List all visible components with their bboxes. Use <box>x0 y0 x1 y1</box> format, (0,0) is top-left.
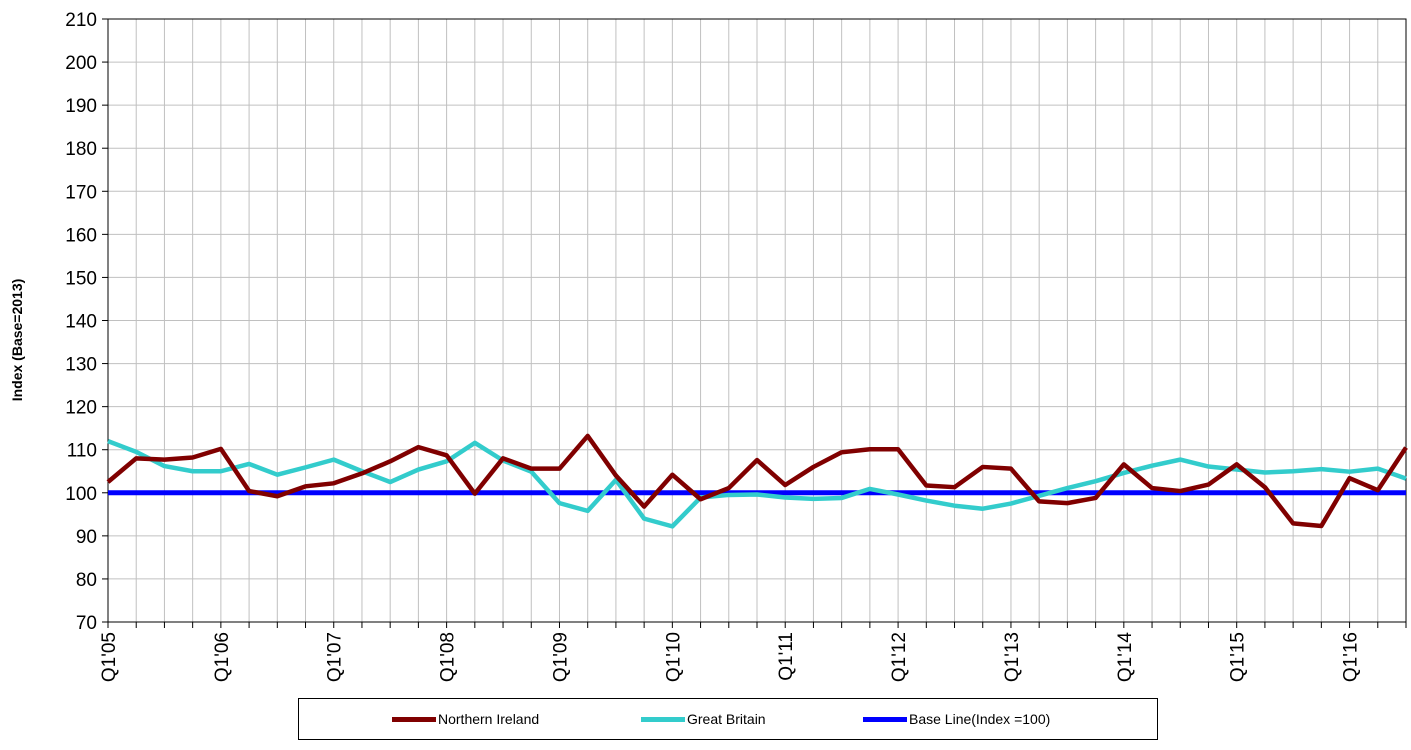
x-tick-label: Q1'16 <box>1341 632 1362 682</box>
legend-item-northern-ireland: Northern Ireland <box>392 699 539 739</box>
x-tick-label: Q1'13 <box>1002 632 1023 682</box>
y-tick-label: 160 <box>65 225 97 246</box>
legend-swatch-northern-ireland <box>392 716 436 722</box>
y-axis-title: Index (Base=2013) <box>9 279 25 402</box>
grid-lines <box>108 18 1407 623</box>
y-tick-label: 110 <box>67 441 97 462</box>
x-tick-label: Q1'12 <box>889 632 910 682</box>
x-tick-label: Q1'06 <box>212 632 233 682</box>
series-line-great-britain <box>107 438 1407 529</box>
legend: Northern Ireland Great Britain Base Line… <box>298 698 1158 740</box>
y-tick-label: 170 <box>65 182 97 203</box>
series-line-northern-ireland <box>106 433 1408 529</box>
legend-item-base-line: Base Line(Index =100) <box>863 699 1050 739</box>
legend-swatch-great-britain <box>641 716 685 722</box>
y-tick-label: 130 <box>65 355 97 376</box>
y-tick-label: 150 <box>65 268 97 289</box>
axes <box>102 18 1407 628</box>
x-tick-label: Q1'11 <box>776 632 797 681</box>
y-tick-label: 180 <box>65 139 97 160</box>
legend-label-northern-ireland: Northern Ireland <box>438 711 540 727</box>
x-tick-label: Q1'08 <box>438 632 459 682</box>
x-tick-label: Q1'07 <box>325 632 346 682</box>
y-tick-label: 90 <box>76 527 97 548</box>
y-tick-label: 140 <box>65 312 97 333</box>
series-lines <box>106 433 1408 529</box>
x-tick-label: Q1'05 <box>99 632 120 682</box>
y-tick-label: 200 <box>65 53 97 74</box>
y-tick-label: 120 <box>65 398 97 419</box>
y-tick-label: 210 <box>65 10 97 31</box>
legend-label-great-britain: Great Britain <box>687 711 766 727</box>
x-tick-label: Q1'14 <box>1115 632 1136 683</box>
y-tick-labels: 70 80 90 100 110 120 130 140 150 160 170 180 190 200 2… <box>65 10 97 634</box>
x-tick-label: Q1'15 <box>1228 632 1249 682</box>
legend-label-base-line: Base Line(Index =100) <box>909 711 1051 727</box>
x-tick-label: Q1'09 <box>550 632 571 682</box>
legend-swatch-base-line <box>863 716 907 722</box>
y-tick-label: 70 <box>76 613 97 634</box>
y-tick-label: 190 <box>65 96 97 117</box>
y-tick-label: 80 <box>76 570 97 591</box>
x-tick-label: Q1'10 <box>663 632 684 682</box>
legend-item-great-britain: Great Britain <box>641 699 766 739</box>
y-tick-label: 100 <box>65 484 97 505</box>
x-tick-labels: Q1'05 Q1'06 Q1'07 Q1'08 Q1'09 Q1'10 Q1'11 Q1'12… <box>99 632 1362 683</box>
